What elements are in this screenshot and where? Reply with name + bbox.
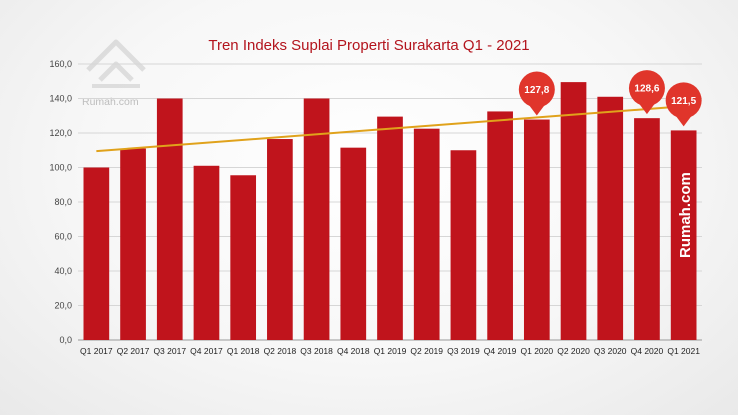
x-tick-label: Q1 2020 <box>521 346 554 356</box>
bar <box>413 128 440 340</box>
x-tick-label: Q3 2020 <box>594 346 627 356</box>
callout-bubble <box>628 70 665 107</box>
x-tick-label: Q3 2017 <box>153 346 186 356</box>
y-tick-label: 60,0 <box>54 232 72 242</box>
y-tick-label: 100,0 <box>49 163 72 173</box>
logo-text: Rumah.com <box>82 96 139 108</box>
bar <box>267 139 293 340</box>
bar <box>303 98 330 340</box>
x-tick-label: Q1 2019 <box>374 346 407 356</box>
callout-label: 127,8 <box>524 85 549 96</box>
value-callout: 127,8 <box>518 71 555 116</box>
x-tick-label: Q3 2018 <box>300 346 333 356</box>
x-tick-label: Q2 2019 <box>410 346 443 356</box>
y-tick-label: 140,0 <box>49 94 72 104</box>
bar <box>340 147 367 340</box>
bar <box>634 118 660 340</box>
y-tick-label: 160,0 <box>49 59 72 69</box>
y-tick-label: 0,0 <box>59 335 72 345</box>
x-tick-label: Q3 2019 <box>447 346 480 356</box>
x-tick-label: Q2 2018 <box>264 346 297 356</box>
chart-title: Tren Indeks Suplai Properti Surakarta Q1… <box>208 37 529 54</box>
bar <box>230 175 257 340</box>
bar <box>83 167 110 340</box>
bar <box>487 111 513 340</box>
y-tick-label: 120,0 <box>49 128 72 138</box>
x-tick-label: Q1 2017 <box>80 346 113 356</box>
trendline <box>96 105 684 153</box>
x-tick-label: Q4 2018 <box>337 346 370 356</box>
bar <box>523 119 550 340</box>
value-callout: 128,6 <box>628 70 665 115</box>
x-tick-label: Q4 2017 <box>190 346 223 356</box>
bar <box>670 130 697 340</box>
y-tick-label: 20,0 <box>54 301 72 311</box>
bar <box>120 148 146 340</box>
x-tick-label: Q4 2019 <box>484 346 517 356</box>
bar <box>597 96 624 341</box>
x-tick-label: Q1 2018 <box>227 346 260 356</box>
bar <box>560 82 587 341</box>
x-tick-label: Q1 2021 <box>667 346 700 356</box>
vertical-brand-text: Rumah.com <box>677 172 694 258</box>
bar <box>450 150 477 340</box>
y-tick-label: 40,0 <box>54 266 72 276</box>
x-tick-label: Q2 2020 <box>557 346 590 356</box>
callout-bubble <box>665 82 702 119</box>
bar <box>193 165 220 340</box>
x-tick-label: Q2 2017 <box>117 346 150 356</box>
callout-label: 128,6 <box>634 84 659 95</box>
y-tick-label: 80,0 <box>54 197 72 207</box>
bar <box>377 116 403 340</box>
callout-bubble <box>518 71 555 108</box>
x-tick-label: Q4 2020 <box>631 346 664 356</box>
bar <box>156 98 183 340</box>
value-callout: 121,5 <box>665 82 702 127</box>
callout-label: 121,5 <box>671 96 696 107</box>
